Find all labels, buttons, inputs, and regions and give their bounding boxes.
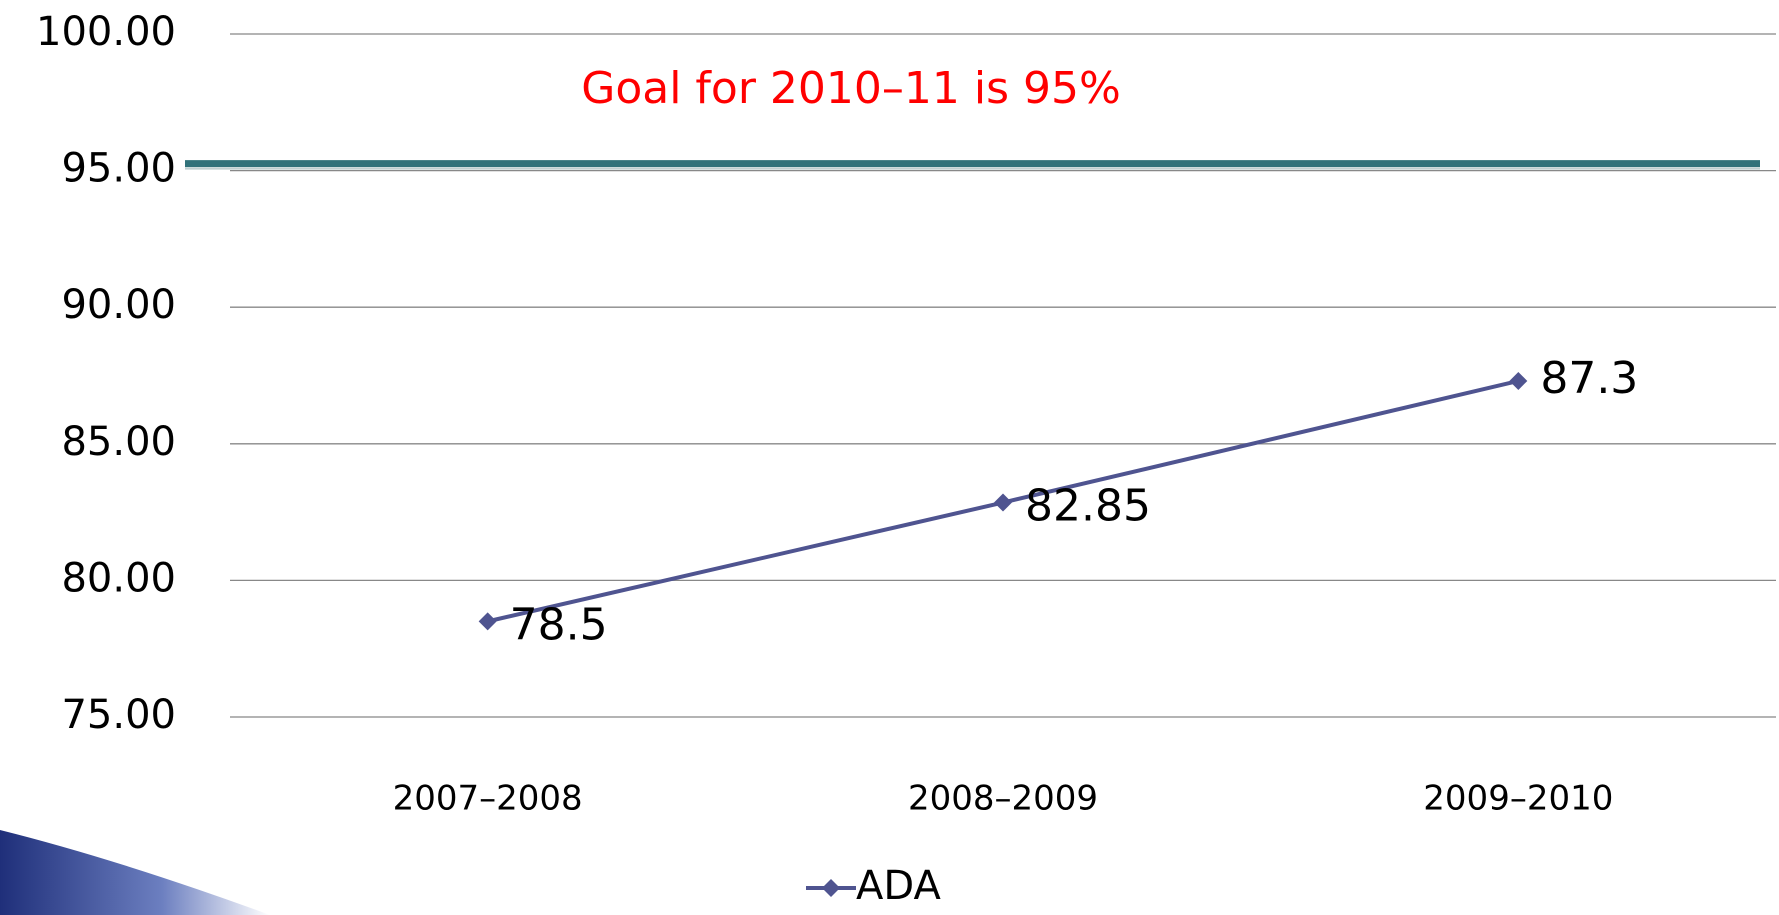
goal-annotation: Goal for 2010–11 is 95% <box>581 63 1121 114</box>
x-tick-label: 2008–2009 <box>908 779 1098 819</box>
x-tick-label: 2009–2010 <box>1423 779 1613 819</box>
point-marker <box>478 612 497 631</box>
y-tick-label: 80.00 <box>61 555 176 601</box>
x-tick-label: 2007–2008 <box>393 779 583 819</box>
point-marker <box>1509 371 1528 390</box>
y-tick-label: 95.00 <box>61 146 176 192</box>
y-tick-label: 75.00 <box>61 692 176 738</box>
data-label: 82.85 <box>1025 481 1151 532</box>
y-tick-label: 90.00 <box>61 282 176 328</box>
legend-marker <box>822 879 840 897</box>
data-label: 78.5 <box>510 599 608 650</box>
decoration <box>0 830 270 915</box>
y-tick-label: 85.00 <box>61 419 176 465</box>
y-tick-label: 100.00 <box>36 9 176 55</box>
legend-label: ADA <box>856 863 941 909</box>
data-label: 87.3 <box>1540 353 1638 404</box>
point-marker <box>994 493 1012 512</box>
